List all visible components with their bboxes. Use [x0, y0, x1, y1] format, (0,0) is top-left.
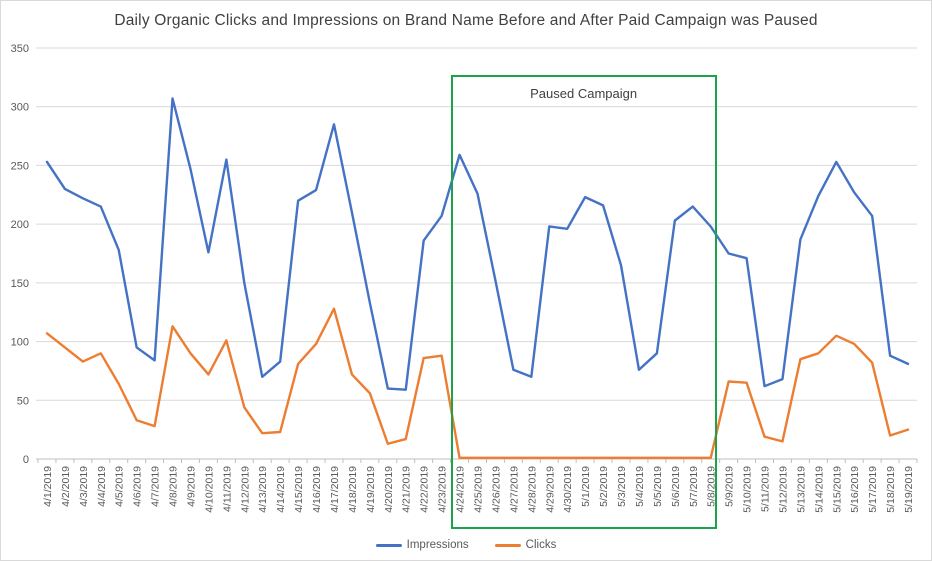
x-tick-label: 4/23/2019: [437, 466, 449, 513]
x-tick-label: 4/19/2019: [365, 466, 377, 513]
legend-item-clicks: Clicks: [494, 539, 557, 551]
x-tick-label: 4/3/2019: [78, 466, 90, 507]
x-tick-label: 5/9/2019: [724, 466, 736, 507]
x-tick-label: 4/20/2019: [383, 466, 395, 513]
x-tick-label: 4/6/2019: [132, 466, 144, 507]
y-tick-label: 50: [17, 395, 29, 407]
x-tick-label: 5/11/2019: [760, 466, 772, 512]
x-tick-label: 5/15/2019: [831, 466, 843, 513]
x-tick-label: 4/22/2019: [419, 466, 431, 513]
clicks-swatch: [494, 543, 521, 547]
x-tick-label: 4/12/2019: [239, 466, 251, 513]
x-tick-label: 5/2/2019: [598, 466, 610, 507]
y-tick-label: 350: [11, 43, 29, 55]
x-tick-label: 4/10/2019: [203, 466, 215, 513]
y-tick-label: 100: [11, 337, 29, 349]
x-tick-label: 5/6/2019: [670, 466, 682, 507]
x-tick-label: 5/3/2019: [616, 466, 628, 507]
x-tick-label: 5/4/2019: [634, 466, 646, 507]
x-tick-label: 4/27/2019: [508, 466, 520, 513]
x-tick-label: 4/21/2019: [401, 466, 413, 513]
x-tick-label: 5/5/2019: [652, 466, 664, 507]
x-tick-label: 4/28/2019: [526, 466, 538, 513]
x-tick-label: 4/2/2019: [60, 466, 72, 507]
x-tick-label: 4/29/2019: [544, 466, 556, 513]
x-tick-label: 5/8/2019: [706, 466, 718, 507]
x-tick-label: 5/14/2019: [813, 466, 825, 513]
y-tick-label: 300: [11, 102, 29, 114]
x-tick-label: 5/18/2019: [885, 466, 897, 513]
x-tick-label: 4/26/2019: [490, 466, 502, 513]
x-tick-label: 4/25/2019: [473, 466, 485, 513]
impressions-legend-label: Impressions: [406, 539, 469, 551]
x-tick-label: 4/8/2019: [168, 466, 180, 507]
x-tick-label: 4/17/2019: [329, 466, 341, 513]
y-tick-label: 250: [11, 160, 29, 172]
y-tick-label: 200: [11, 219, 29, 231]
x-tick-label: 4/9/2019: [185, 466, 197, 507]
x-tick-label: 5/17/2019: [867, 466, 879, 513]
x-tick-label: 5/16/2019: [849, 466, 861, 513]
x-tick-label: 5/13/2019: [795, 466, 807, 513]
x-tick-label: 4/11/2019: [221, 466, 233, 512]
y-tick-label: 150: [11, 278, 29, 290]
x-tick-label: 4/13/2019: [257, 466, 269, 513]
x-tick-label: 5/7/2019: [688, 466, 700, 507]
x-tick-label: 5/10/2019: [742, 466, 754, 513]
legend-item-impressions: Impressions: [375, 539, 469, 551]
x-tick-label: 4/14/2019: [275, 466, 287, 513]
x-tick-label: 5/12/2019: [777, 466, 789, 513]
x-tick-label: 4/16/2019: [311, 466, 323, 513]
x-tick-label: 5/19/2019: [903, 466, 915, 513]
impressions-line: [45, 97, 910, 391]
x-tick-label: 4/7/2019: [150, 466, 162, 507]
x-tick-label: 4/4/2019: [96, 466, 108, 507]
x-tick-label: 5/1/2019: [580, 466, 592, 507]
clicks-legend-label: Clicks: [525, 539, 557, 551]
clicks-line: [45, 307, 910, 460]
y-tick-label: 0: [23, 454, 29, 466]
x-tick-label: 4/15/2019: [293, 466, 305, 513]
x-tick-label: 4/18/2019: [347, 466, 359, 513]
x-tick-label: 4/30/2019: [562, 466, 574, 513]
chart-title: Daily Organic Clicks and Impressions on …: [114, 12, 818, 29]
legend: Impressions Clicks: [1, 539, 931, 551]
x-tick-label: 4/1/2019: [42, 466, 54, 507]
x-tick-label: 4/5/2019: [114, 466, 126, 507]
impressions-swatch: [375, 543, 402, 547]
x-tick-label: 4/24/2019: [455, 466, 467, 513]
